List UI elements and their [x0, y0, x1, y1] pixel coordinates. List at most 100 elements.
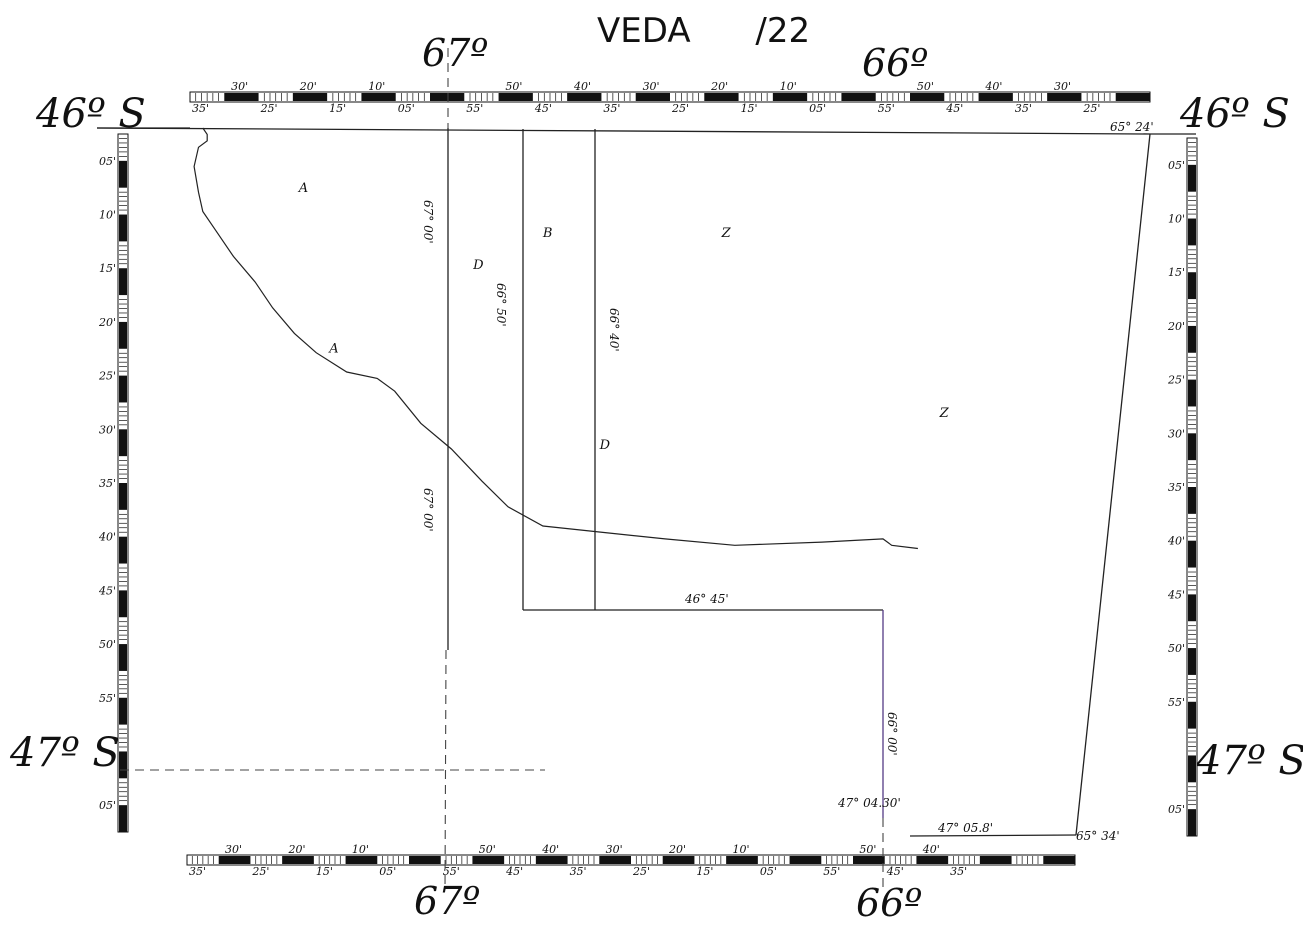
right-scale-block: [1188, 325, 1196, 353]
top-scale-minor-label: 25': [671, 102, 689, 115]
right-scale-block: [1188, 164, 1196, 192]
right-scale-label: 55': [1168, 696, 1185, 709]
top-scale-block: [224, 93, 259, 101]
top-scale-major-label: 20': [299, 80, 317, 93]
right-scale-block: [1188, 755, 1196, 783]
left-scale-block: [119, 644, 127, 671]
right-scale-block: [1188, 272, 1196, 300]
bottom-scale-block: [345, 856, 378, 864]
dashed-graticule: [120, 48, 884, 891]
top-scale-block: [978, 93, 1013, 101]
bottom-scale-block: [535, 856, 568, 864]
zone-z: Z: [721, 226, 732, 241]
bottom-scale-block: [218, 856, 251, 864]
bottom-scale-block: [599, 856, 631, 864]
bottom-scale-block: [472, 856, 505, 864]
frame-top-line: [96, 127, 1151, 135]
bottom-scale-major-label: 10': [352, 843, 369, 856]
right-scale-label: 40': [1167, 535, 1185, 548]
bottom-scale-minor-label: 15': [696, 865, 713, 878]
left-scale-label: 50': [99, 638, 116, 651]
bottom-scale-major-label: 20': [668, 843, 686, 856]
left-scale-block: [119, 536, 127, 564]
scale-bar-left: 05' 10' 15' 20' 25' 30' 35' 40' 45' 50' 55' 05': [98, 133, 129, 833]
bottom-scale-major-label: 20': [287, 843, 305, 856]
lon-label-east-top: 66º: [862, 41, 928, 85]
right-scale-block: [1188, 540, 1196, 568]
lat-label-south-left: 47º S: [9, 730, 120, 776]
top-scale-minor-label: 45': [534, 102, 552, 115]
zone-a2: A: [328, 342, 338, 357]
left-scale-block: [119, 321, 127, 349]
top-scale-minor-label: 35': [192, 102, 209, 115]
top-scale-minor-label: 25': [1082, 102, 1100, 115]
top-scale-block: [841, 93, 876, 101]
label-66-00: 66° 00': [885, 712, 899, 756]
parallel-47-05-8: [909, 834, 1077, 837]
top-scale-block: [430, 93, 465, 101]
top-scale-block: [1115, 93, 1150, 101]
scale-bar-right: 05' 10' 15' 20' 25' 30' 35' 40' 45' 50' 55' 05': [1167, 137, 1198, 837]
left-scale-block: [119, 375, 127, 403]
label-66-50: 66° 50': [494, 283, 508, 327]
bottom-scale-block: [662, 856, 695, 864]
top-scale-minor-label: 55': [878, 102, 895, 115]
bottom-scale-minor-label: 35': [189, 865, 206, 878]
label-47-05-8: 47° 05.8': [937, 821, 993, 835]
bottom-scale-minor-label: 55': [823, 865, 840, 878]
right-scale-label: 05': [1168, 159, 1185, 172]
top-scale-block: [567, 93, 602, 101]
zone-a: A: [298, 181, 308, 196]
label-corner-ne: 65° 24': [1110, 120, 1154, 134]
label-46-45: 46° 45': [684, 592, 729, 606]
top-scale-major-label: 50': [917, 80, 934, 93]
right-scale-label: 15': [1168, 266, 1185, 279]
bottom-scale-minor-label: 55': [443, 865, 460, 878]
lat-label-north-right: 46º S: [1179, 91, 1290, 137]
left-scale-label: 45': [98, 584, 116, 597]
bottom-scale-major-label: 40': [541, 843, 559, 856]
boundary-lines: [96, 127, 1196, 837]
top-scale-minor-label: 15': [329, 102, 346, 115]
bottom-scale-major-label: 10': [732, 843, 749, 856]
top-scale-minor-label: 35': [603, 102, 620, 115]
bottom-scale-minor-label: 35': [950, 865, 967, 878]
bottom-scale-major-label: 30': [225, 843, 242, 856]
top-scale-block: [704, 93, 739, 101]
zone-d2: D: [599, 438, 611, 453]
left-scale-block: [119, 160, 127, 188]
bottom-scale-major-label: 50': [479, 843, 496, 856]
bottom-scale-major-label: 30': [606, 843, 623, 856]
top-scale-minor-label: 15': [741, 102, 758, 115]
zone-d: D: [472, 258, 484, 273]
bottom-scale-minor-label: 25': [251, 865, 269, 878]
top-scale-block: [772, 93, 808, 101]
bottom-scale-major-label: 50': [859, 843, 876, 856]
lon-label-east-bottom: 66º: [856, 881, 922, 925]
bottom-scale-block: [1043, 856, 1075, 864]
top-scale-major-label: 40': [573, 80, 591, 93]
left-scale-label: 05': [99, 799, 116, 812]
right-scale-block: [1188, 433, 1196, 461]
right-scale-label: 25': [1167, 374, 1185, 387]
left-scale-block: [119, 805, 127, 832]
right-scale-block: [1188, 218, 1196, 246]
left-scale-label: 05': [99, 155, 116, 168]
left-scale-block: [119, 751, 127, 779]
dashed-meridian-67-bottom: [444, 649, 447, 891]
bottom-scale-block: [853, 856, 885, 864]
bottom-scale-minor-label: 15': [316, 865, 333, 878]
top-scale-minor-label: 55': [466, 102, 483, 115]
left-scale-label: 40': [98, 531, 116, 544]
top-scale-major-label: 30': [1054, 80, 1071, 93]
right-scale-block: [1188, 487, 1196, 514]
right-scale-label: 20': [1167, 320, 1185, 333]
label-66-40: 66° 40': [607, 308, 621, 352]
right-scale-label: 05': [1168, 803, 1185, 816]
lat-label-south-right: 47º S: [1195, 738, 1303, 784]
right-scale-label: 10': [1168, 213, 1185, 226]
lat-label-north-left: 46º S: [35, 91, 146, 137]
left-scale-block: [119, 590, 127, 618]
bottom-scale-minor-label: 25': [632, 865, 650, 878]
top-scale-block: [635, 93, 670, 101]
